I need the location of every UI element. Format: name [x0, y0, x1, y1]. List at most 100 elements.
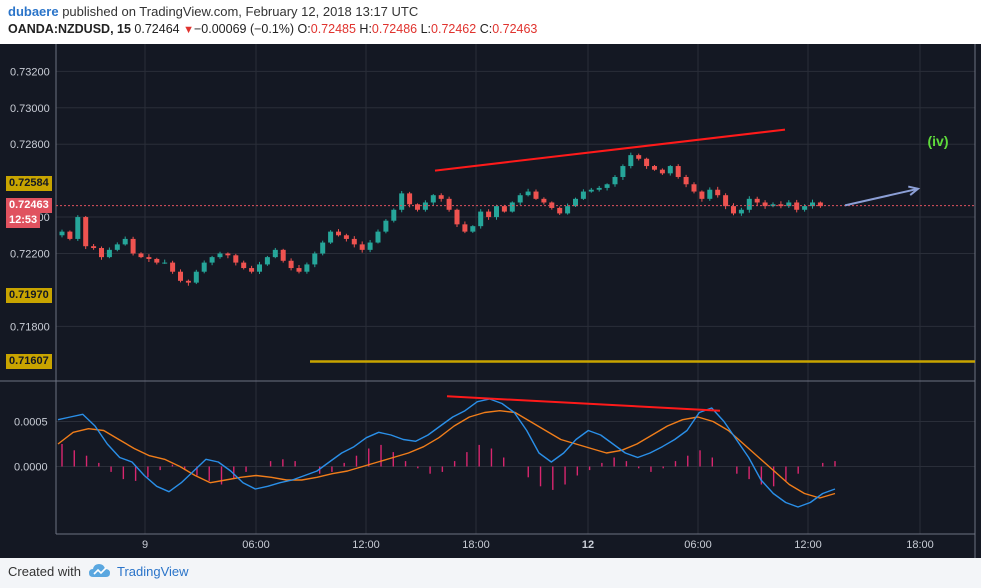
- candle-body: [738, 209, 744, 214]
- candle-body: [146, 257, 152, 259]
- candle-body: [130, 238, 136, 254]
- time-tick-label: 18:00: [462, 539, 490, 551]
- symbol-label: OANDA:NZDUSD, 15: [8, 22, 131, 36]
- candle-body: [596, 187, 602, 190]
- candle-body: [723, 195, 729, 207]
- candle-body: [478, 211, 484, 227]
- candle-body: [746, 198, 752, 210]
- tradingview-cloud-icon[interactable]: [88, 562, 112, 580]
- current-price-badge: 0.72463: [6, 198, 52, 214]
- candle-body: [138, 253, 144, 258]
- author-link[interactable]: dubaere: [8, 4, 59, 19]
- candle-body: [391, 209, 397, 221]
- candle-body: [462, 224, 468, 232]
- candle-body: [99, 248, 104, 258]
- candle-body: [59, 231, 65, 236]
- candle-series[interactable]: [59, 152, 823, 286]
- candle-body: [446, 198, 452, 210]
- candle-body: [604, 184, 610, 188]
- candle-body: [754, 198, 760, 203]
- candle-body: [691, 184, 697, 192]
- time-tick-label: 12:00: [794, 539, 822, 551]
- candle-body: [715, 189, 721, 196]
- candle-body: [241, 262, 247, 269]
- candle-body: [810, 202, 815, 207]
- tradingview-link[interactable]: TradingView: [117, 564, 189, 579]
- candle-body: [249, 268, 255, 272]
- candle-body: [91, 246, 97, 249]
- candle-body: [588, 189, 594, 192]
- candle-body: [699, 191, 705, 199]
- candle-body: [565, 206, 571, 214]
- candle-body: [399, 193, 405, 210]
- time-tick-label: 12: [582, 539, 594, 551]
- candle-body: [762, 202, 768, 207]
- candle-body: [731, 206, 736, 214]
- candle-body: [106, 249, 112, 258]
- candle-body: [667, 166, 673, 174]
- candle-body: [549, 202, 555, 208]
- level-badge: 0.72584: [6, 176, 52, 192]
- grid-lines: [56, 44, 975, 534]
- macd-trend-line: [446, 395, 721, 412]
- arrow-head-icon: [908, 185, 921, 196]
- candle-body: [67, 231, 73, 239]
- candle-body: [675, 166, 681, 177]
- close-value: 0.72463: [492, 22, 538, 36]
- macd-tick-label: 0.0000: [14, 462, 48, 474]
- created-with-text: Created with: [8, 564, 81, 579]
- candle-body: [83, 217, 89, 247]
- macd-pane[interactable]: [57, 395, 836, 508]
- candle-body: [320, 242, 326, 254]
- time-tick-label: 9: [142, 539, 148, 551]
- macd-tick-label: 0.0005: [14, 417, 48, 429]
- candle-body: [170, 262, 176, 272]
- price-tick-label: 0.73000: [10, 103, 50, 115]
- candle-body: [454, 209, 460, 225]
- high-label: H:: [359, 22, 372, 36]
- ohlc-line: OANDA:NZDUSD, 15 0.72464 ▼−0.00069 (−0.1…: [8, 22, 537, 36]
- candle-body: [257, 264, 262, 272]
- candle-body: [636, 155, 642, 159]
- candle-body: [351, 238, 357, 245]
- candle-body: [509, 202, 515, 212]
- candle-body: [557, 207, 563, 214]
- low-label: L:: [420, 22, 432, 36]
- candle-body: [272, 249, 278, 258]
- candle-body: [122, 238, 128, 245]
- candle-body: [225, 253, 231, 256]
- candle-body: [683, 176, 689, 185]
- candle-body: [533, 191, 539, 199]
- candle-body: [336, 231, 341, 236]
- time-axis[interactable]: 9 06:00 12:00 18:00 12 06:00 12:00 18:00: [142, 539, 934, 551]
- candle-body: [201, 262, 207, 272]
- wave-label: (iv): [928, 133, 949, 149]
- candle-body: [802, 206, 808, 210]
- candle-body: [383, 220, 389, 232]
- candle-body: [162, 262, 168, 264]
- candle-body: [486, 211, 492, 218]
- candle-body: [154, 258, 160, 263]
- candle-body: [612, 176, 618, 185]
- candle-body: [343, 235, 349, 239]
- down-triangle-icon: ▼: [183, 24, 194, 36]
- open-value: 0.72485: [310, 22, 356, 36]
- publish-line: dubaere published on TradingView.com, Fe…: [8, 4, 418, 19]
- chart-background: [0, 44, 981, 558]
- candle-body: [233, 255, 239, 263]
- candle-body: [422, 202, 428, 210]
- price-tick-label: 0.73200: [10, 66, 50, 78]
- candle-body: [407, 193, 413, 205]
- candle-body: [430, 195, 436, 203]
- candle-body: [644, 158, 650, 167]
- price-tick-label: 0.71800: [10, 321, 50, 333]
- signal-line: [57, 410, 836, 499]
- chart-area[interactable]: (iv) 0.732000.730000.728000.724000.72200…: [0, 44, 981, 558]
- projection-arrow: [844, 187, 919, 207]
- candle-body: [470, 226, 476, 232]
- candle-body: [209, 257, 215, 263]
- candle-body: [280, 249, 286, 261]
- last-price: 0.72464: [134, 22, 180, 36]
- candle-body: [573, 198, 578, 207]
- candle-body: [75, 217, 81, 239]
